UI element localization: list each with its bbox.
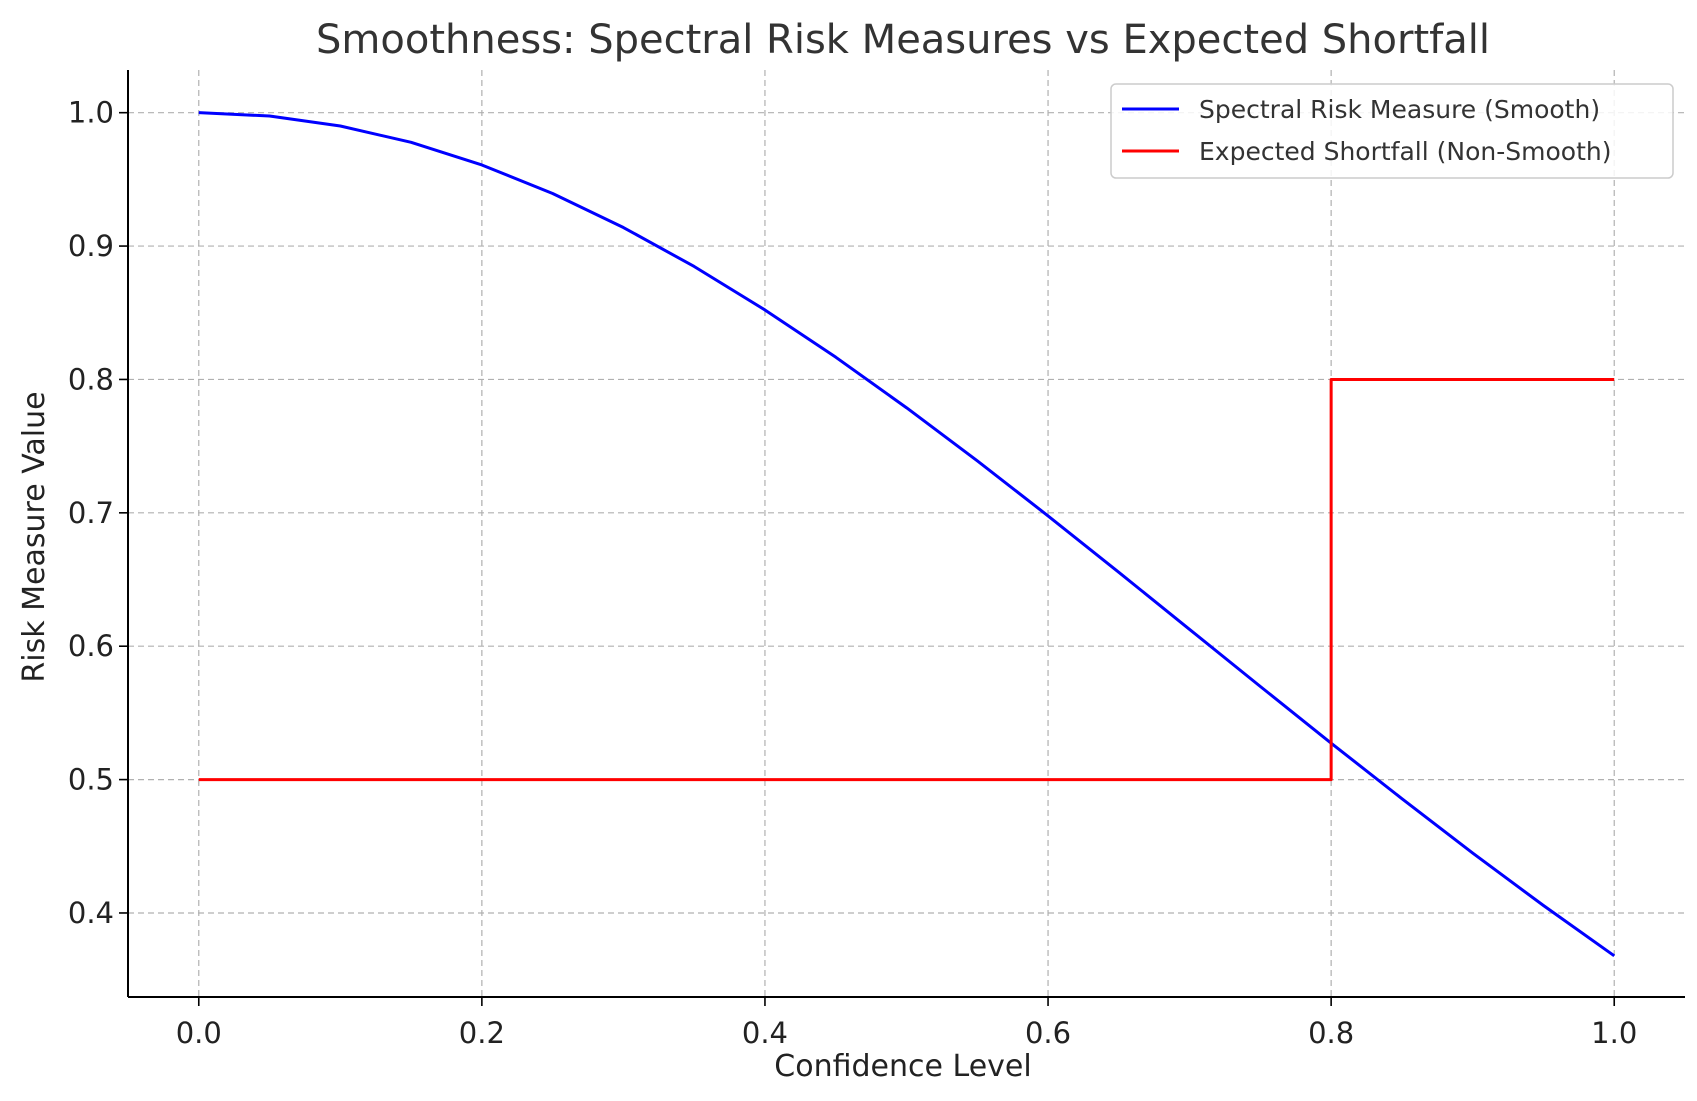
y-tick-label: 0.4 bbox=[68, 896, 114, 930]
series-line-0 bbox=[198, 111, 1616, 958]
x-tick-label: 0.4 bbox=[742, 1016, 788, 1050]
series-line-1 bbox=[198, 377, 1615, 782]
legend-frame bbox=[1110, 83, 1674, 179]
chart-title: Smoothness: Spectral Risk Measures vs Ex… bbox=[316, 17, 1490, 63]
x-tick-label: 0.6 bbox=[1025, 1016, 1071, 1050]
y-tick-label: 0.5 bbox=[68, 763, 114, 797]
x-tick-label: 0.0 bbox=[176, 1016, 222, 1050]
x-tick-label: 1.0 bbox=[1591, 1016, 1637, 1050]
x-ticks: 0.0 0.2 0.4 0.6 0.8 1.0 bbox=[176, 997, 1637, 1050]
legend-label-1: Expected Shortfall (Non-Smooth) bbox=[1199, 137, 1611, 166]
x-tick-label: 0.2 bbox=[459, 1016, 505, 1050]
y-tick-label: 1.0 bbox=[68, 96, 114, 130]
legend-label-0: Spectral Risk Measure (Smooth) bbox=[1199, 95, 1600, 124]
y-tick-label: 0.6 bbox=[68, 629, 114, 663]
y-tick-label: 0.7 bbox=[68, 496, 114, 530]
y-tick-label: 0.8 bbox=[68, 362, 114, 396]
y-ticks: 0.4 0.5 0.6 0.7 0.8 0.9 1.0 bbox=[68, 96, 128, 930]
grid bbox=[128, 70, 1685, 997]
x-tick-label: 0.8 bbox=[1308, 1016, 1354, 1050]
y-axis-label: Risk Measure Value bbox=[17, 391, 52, 682]
y-tick-label: 0.9 bbox=[68, 229, 114, 263]
x-axis-label: Confidence Level bbox=[774, 1049, 1031, 1084]
legend: Spectral Risk Measure (Smooth) Expected S… bbox=[1110, 83, 1674, 179]
series-lines bbox=[198, 111, 1616, 958]
